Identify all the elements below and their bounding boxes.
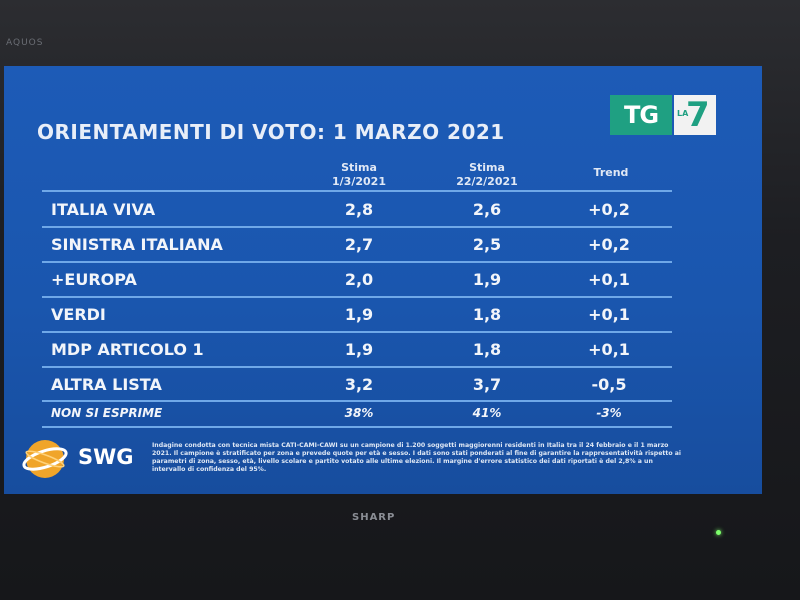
party-name: ITALIA VIVA (51, 200, 156, 219)
estimate-current: 1,9 (344, 340, 374, 359)
table-row-no-opinion: NON SI ESPRIME 38% 41% -3% (4, 396, 762, 430)
estimate-current: 2,8 (344, 200, 374, 219)
no-opinion-current: 38% (344, 406, 374, 420)
tg-logo-box: TG (610, 95, 672, 135)
trend-value: +0,1 (588, 270, 630, 289)
party-name: ALTRA LISTA (51, 375, 162, 394)
estimate-current: 1,9 (344, 305, 374, 324)
trend-value: +0,2 (588, 200, 630, 219)
estimate-current: 2,7 (344, 235, 374, 254)
no-opinion-previous: 41% (472, 406, 502, 420)
column-header-line: 22/2/2021 (456, 175, 518, 188)
estimate-previous: 2,5 (472, 235, 502, 254)
party-name: MDP ARTICOLO 1 (51, 340, 204, 359)
no-opinion-trend: -3% (596, 406, 622, 420)
la7-logo-box: LA 7 (674, 95, 716, 135)
table-divider (42, 190, 672, 192)
trend-value: +0,2 (588, 235, 630, 254)
column-header-line: Stima (469, 161, 505, 174)
estimate-current: 3,2 (344, 375, 374, 394)
table-divider (42, 366, 672, 368)
power-led (716, 530, 721, 535)
trend-value: +0,1 (588, 305, 630, 324)
estimate-previous: 1,9 (472, 270, 502, 289)
table-row: MDP ARTICOLO 1 1,9 1,8 +0,1 (4, 333, 762, 367)
table-divider (42, 400, 672, 402)
table-divider (42, 261, 672, 263)
column-header-line: Stima (341, 161, 377, 174)
table-divider (42, 296, 672, 298)
tv-brand-bottom: SHARP (352, 512, 396, 523)
no-opinion-label: NON SI ESPRIME (51, 406, 163, 420)
estimate-previous: 1,8 (472, 340, 502, 359)
trend-value: -0,5 (591, 375, 627, 394)
column-header-stima-previous: Stima 22/2/2021 (444, 161, 530, 189)
swg-wordmark: SWG (78, 445, 134, 469)
column-header-stima-current: Stima 1/3/2021 (322, 161, 396, 189)
table-divider (42, 226, 672, 228)
table-row: ALTRA LISTA 3,2 3,7 -0,5 (4, 368, 762, 402)
party-name: SINISTRA ITALIANA (51, 235, 223, 254)
la-label: LA (677, 109, 689, 118)
table-row: SINISTRA ITALIANA 2,7 2,5 +0,2 (4, 228, 762, 262)
table-row: ITALIA VIVA 2,8 2,6 +0,2 (4, 193, 762, 227)
party-name: VERDI (51, 305, 106, 324)
poll-title: ORIENTAMENTI DI VOTO: 1 MARZO 2021 (37, 120, 505, 144)
estimate-previous: 3,7 (472, 375, 502, 394)
estimate-previous: 1,8 (472, 305, 502, 324)
trend-value: +0,1 (588, 340, 630, 359)
table-row: VERDI 1,9 1,8 +0,1 (4, 298, 762, 332)
table-row: +EUROPA 2,0 1,9 +0,1 (4, 263, 762, 297)
estimate-previous: 2,6 (472, 200, 502, 219)
tv-brand-top: AQUOS (6, 38, 44, 48)
swg-logo: SWG (18, 435, 138, 483)
tg-la7-logo: TG LA 7 (610, 95, 716, 135)
table-divider (42, 331, 672, 333)
estimate-current: 2,0 (344, 270, 374, 289)
column-header-line: 1/3/2021 (332, 175, 386, 188)
column-header-trend: Trend (593, 166, 629, 179)
swg-globe-icon (22, 440, 68, 478)
methodology-footnote: Indagine condotta con tecnica mista CATI… (152, 442, 682, 473)
table-divider (42, 426, 672, 428)
tv-screen: TG LA 7 ORIENTAMENTI DI VOTO: 1 MARZO 20… (4, 66, 762, 494)
seven-label: 7 (686, 95, 710, 135)
party-name: +EUROPA (51, 270, 137, 289)
